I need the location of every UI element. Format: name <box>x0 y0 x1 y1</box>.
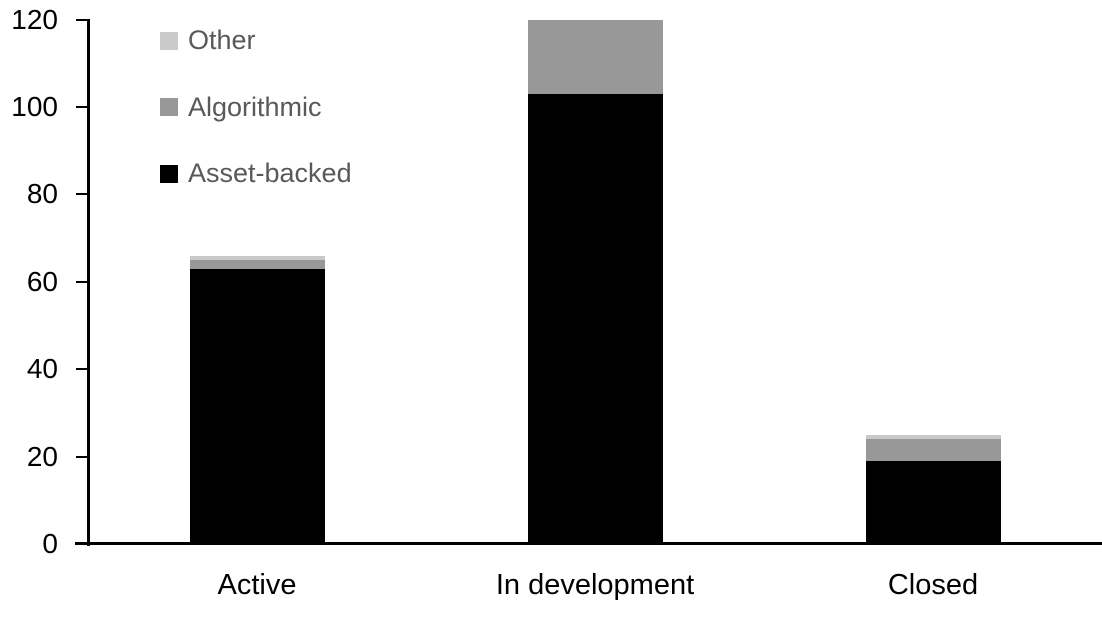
legend-item-algorithmic: Algorithmic <box>160 91 322 122</box>
bar-segment-algorithmic <box>527 19 663 94</box>
y-axis-tick <box>76 105 88 108</box>
legend-label: Algorithmic <box>188 91 322 122</box>
bar-segment-other <box>865 434 1001 440</box>
y-axis-tick-label: 20 <box>26 440 58 472</box>
y-axis-tick <box>76 455 88 458</box>
bar-segment-algorithmic <box>189 259 325 269</box>
y-axis-tick-label: 80 <box>26 178 58 210</box>
bar-segment-algorithmic <box>865 439 1001 461</box>
y-axis-tick <box>76 280 88 283</box>
bar-segment-asset-backed <box>865 460 1001 544</box>
y-axis-tick-label: 60 <box>26 265 58 297</box>
category-label: Active <box>217 569 297 601</box>
y-axis-tick <box>76 193 88 196</box>
y-axis-tick-label: 0 <box>42 528 58 559</box>
legend-swatch-icon <box>160 31 178 50</box>
bar-segment-other <box>189 255 325 260</box>
y-axis-line <box>87 18 90 546</box>
legend-label: Asset-backed <box>188 158 352 188</box>
legend-item-other: Other <box>160 27 256 54</box>
y-axis-tick-label: 40 <box>26 353 58 385</box>
legend-item-asset-backed: Asset-backed <box>160 160 352 187</box>
legend-swatch-icon <box>160 98 178 116</box>
bar-segment-asset-backed <box>189 268 325 544</box>
y-axis-tick-label: 100 <box>11 90 58 122</box>
y-axis-tick <box>76 368 88 371</box>
legend-label: Other <box>188 25 256 55</box>
category-label: In development <box>495 569 695 601</box>
y-axis-tick <box>76 18 88 21</box>
legend-swatch-icon <box>160 164 178 183</box>
category-label: Closed <box>887 569 979 601</box>
y-axis-tick-label: 120 <box>11 3 58 35</box>
bar-segment-asset-backed <box>527 93 663 544</box>
